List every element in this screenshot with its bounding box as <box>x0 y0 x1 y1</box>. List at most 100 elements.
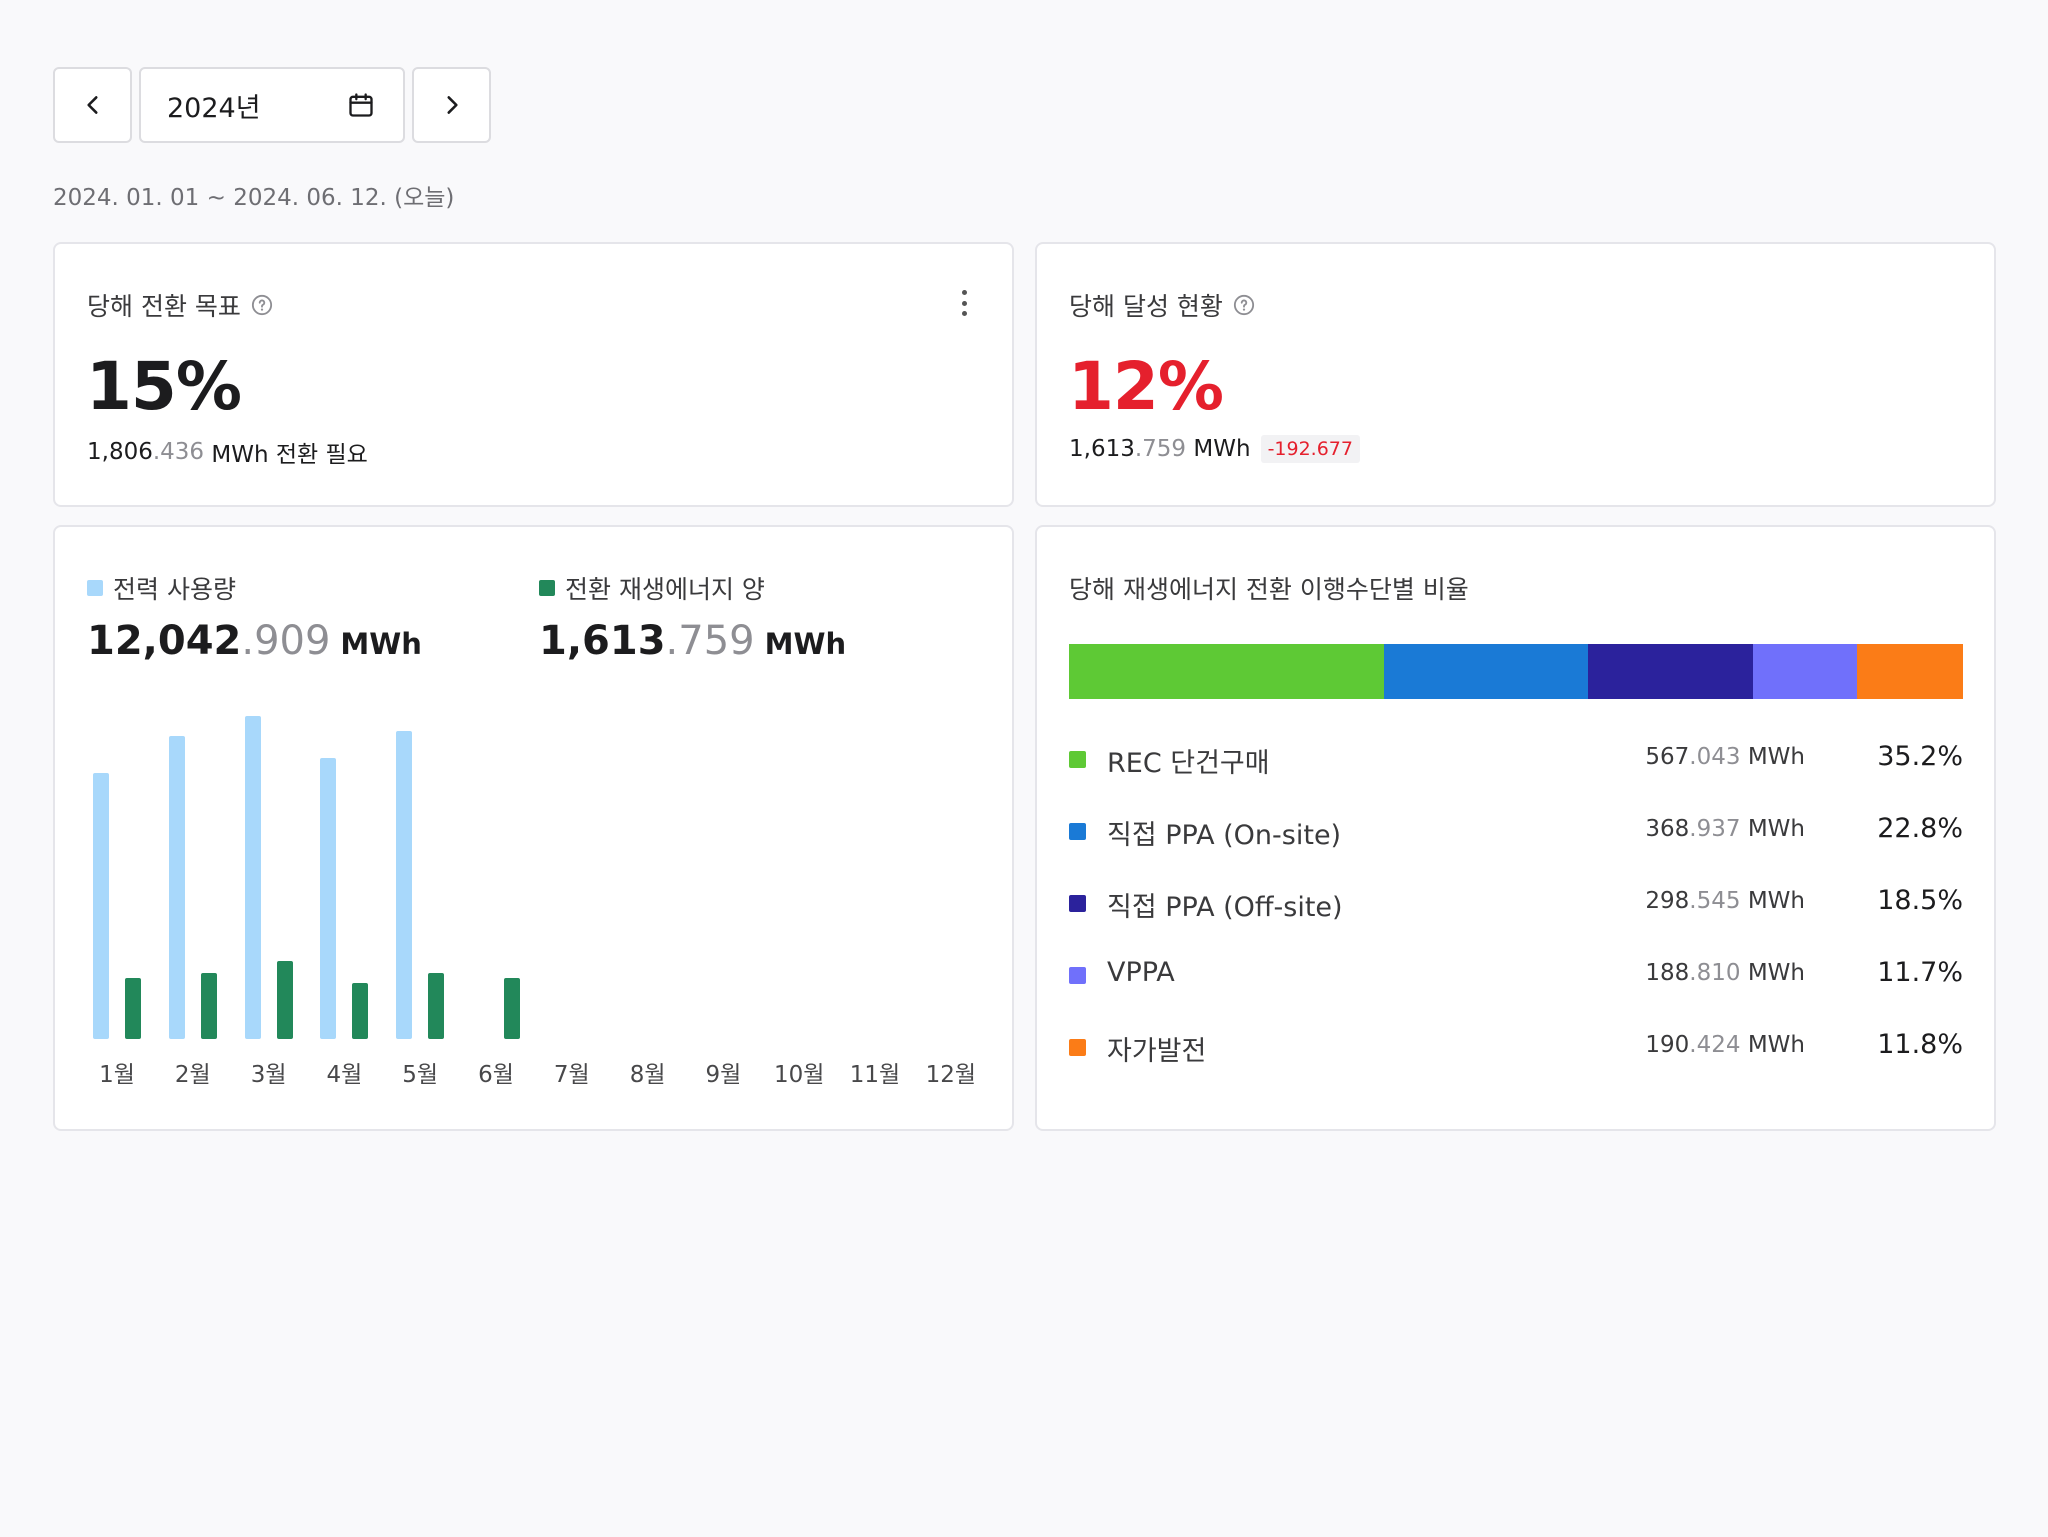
achieve-title-label: 당해 달성 현황 <box>1069 292 1223 321</box>
ratio-list-item: 직접 PPA (On-site) 368.937 MWh 22.8% <box>1069 811 1963 851</box>
legend-renew-label: 전환 재생에너지 양 <box>565 575 765 604</box>
ratio-value: 190.424 MWh <box>1645 1032 1805 1058</box>
ratio-value-int: 298 <box>1645 888 1690 914</box>
month-label: 7월 <box>553 1062 590 1088</box>
power-total: 12,042.909 MWh <box>87 618 422 664</box>
month-label: 4월 <box>326 1062 363 1088</box>
ratio-percent: 11.7% <box>1877 957 1963 988</box>
ratio-list-item: 자가발전 190.424 MWh 11.8% <box>1069 1027 1963 1067</box>
ratio-segment[interactable] <box>1587 644 1753 699</box>
usage-card <box>53 525 1014 1131</box>
ratio-segment[interactable] <box>1752 644 1858 699</box>
chevron-left-icon <box>86 96 98 114</box>
ratio-percent: 11.8% <box>1877 1029 1963 1060</box>
month-label: 10월 <box>773 1062 825 1088</box>
ratio-value-frac: .424 <box>1689 1032 1741 1058</box>
month-label: 5월 <box>402 1062 439 1088</box>
month-label: 9월 <box>705 1062 742 1088</box>
target-card <box>53 242 1014 507</box>
achieve-mwh-frac: .759 <box>1134 436 1187 462</box>
calendar-icon <box>349 93 373 117</box>
ratio-segment[interactable] <box>1857 644 1963 699</box>
help-icon[interactable] <box>251 294 273 316</box>
bar-renewable[interactable] <box>352 982 369 1039</box>
ratio-swatch <box>1069 967 1086 984</box>
ratio-swatch <box>1069 751 1086 768</box>
ratio-value: 567.043 MWh <box>1645 744 1805 770</box>
bar-renewable[interactable] <box>428 973 445 1039</box>
power-total-unit: MWh <box>340 627 422 661</box>
next-year-button[interactable] <box>412 67 491 143</box>
legend-power: 전력 사용량 <box>87 570 236 606</box>
legend-power-swatch <box>87 580 103 596</box>
ratio-segment[interactable] <box>1383 644 1588 699</box>
bar-power-usage[interactable] <box>93 772 109 1039</box>
ratio-label: REC 단건구매 <box>1107 748 1270 779</box>
power-total-int: 12,042 <box>87 618 242 664</box>
target-mwh-int: 1,806 <box>87 439 153 465</box>
achieve-mwh: 1,613.759 MWh -192.677 <box>1069 435 1360 463</box>
legend-power-label: 전력 사용량 <box>113 575 236 604</box>
target-title: 당해 전환 목표 <box>87 287 273 323</box>
legend-renew-swatch <box>539 580 555 596</box>
ratio-value-unit: MWh <box>1747 1032 1805 1058</box>
target-title-label: 당해 전환 목표 <box>87 292 241 321</box>
renew-total-unit: MWh <box>764 627 847 661</box>
month-label: 11월 <box>849 1062 901 1088</box>
achieve-card <box>1035 242 1996 507</box>
ratio-value-frac: .043 <box>1689 744 1741 770</box>
bar-renewable[interactable] <box>125 977 141 1039</box>
target-mwh-frac: .436 <box>152 439 205 465</box>
year-picker-button[interactable]: 2024년 <box>139 67 405 143</box>
target-mwh: 1,806.436 MWh 전환 필요 <box>87 435 368 469</box>
bar-power-usage[interactable] <box>320 757 337 1039</box>
bar-power-usage[interactable] <box>244 716 261 1039</box>
ratio-value-unit: MWh <box>1747 888 1805 914</box>
ratio-label: 자가발전 <box>1107 1036 1207 1067</box>
ratio-label: 직접 PPA (On-site) <box>1107 820 1342 851</box>
more-options-icon[interactable] <box>960 290 968 316</box>
ratio-label: VPPA <box>1107 957 1175 988</box>
ratio-percent: 18.5% <box>1877 885 1963 916</box>
target-percent: 15% <box>86 348 242 425</box>
ratio-value: 368.937 MWh <box>1645 816 1805 842</box>
ratio-value: 298.545 MWh <box>1645 888 1805 914</box>
ratio-value-unit: MWh <box>1747 960 1805 986</box>
ratio-label: 직접 PPA (Off-site) <box>1107 892 1343 923</box>
bar-renewable[interactable] <box>276 960 293 1039</box>
achieve-percent: 12% <box>1068 348 1224 425</box>
achieve-mwh-unit: MWh <box>1193 436 1251 462</box>
renew-total-int: 1,613 <box>539 618 666 664</box>
renew-total: 1,613.759 MWh <box>539 618 846 664</box>
prev-year-button[interactable] <box>53 67 132 143</box>
month-label: 1월 <box>99 1062 135 1088</box>
ratio-segment[interactable] <box>1069 644 1384 699</box>
ratio-percent: 22.8% <box>1877 813 1963 844</box>
ratio-value-int: 567 <box>1645 744 1690 770</box>
month-label: 3월 <box>250 1062 287 1088</box>
ratio-title: 당해 재생에너지 전환 이행수단별 비율 <box>1069 575 1469 604</box>
ratio-list-item: REC 단건구매 567.043 MWh 35.2% <box>1069 739 1963 779</box>
ratio-swatch <box>1069 1039 1086 1056</box>
legend-renew: 전환 재생에너지 양 <box>539 570 765 606</box>
target-mwh-suffix: MWh 전환 필요 <box>211 442 368 468</box>
ratio-stacked-bar <box>1069 644 1963 699</box>
ratio-value-frac: .545 <box>1689 888 1741 914</box>
chevron-right-icon <box>446 96 458 114</box>
bar-power-usage[interactable] <box>168 735 185 1039</box>
ratio-card <box>1035 525 1996 1131</box>
year-label: 2024년 <box>167 92 261 124</box>
bar-renewable[interactable] <box>504 977 520 1039</box>
ratio-value-int: 368 <box>1645 816 1690 842</box>
help-icon[interactable] <box>1233 294 1255 316</box>
ratio-percent: 35.2% <box>1877 741 1963 772</box>
ratio-value-unit: MWh <box>1747 744 1805 770</box>
bar-power-usage[interactable] <box>396 731 413 1039</box>
achieve-delta-badge: -192.677 <box>1260 435 1360 463</box>
ratio-value-frac: .937 <box>1689 816 1741 842</box>
month-label: 2월 <box>174 1062 211 1088</box>
renew-total-frac: .759 <box>665 618 755 664</box>
month-label: 6월 <box>478 1062 514 1088</box>
achieve-title: 당해 달성 현황 <box>1069 287 1255 323</box>
bar-renewable[interactable] <box>200 973 217 1039</box>
